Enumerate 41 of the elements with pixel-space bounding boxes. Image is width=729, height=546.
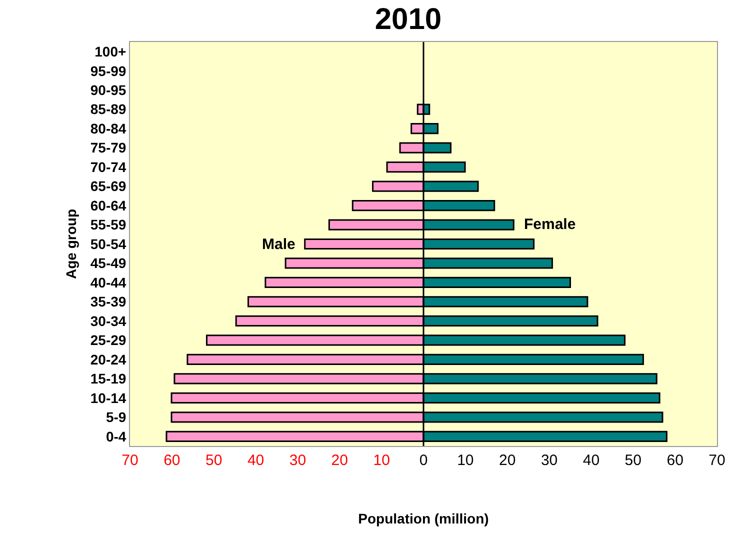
chart-title: 2010: [374, 3, 442, 36]
x-tick-label: 30: [289, 452, 306, 469]
y-tick-label: 5-9: [106, 409, 126, 426]
y-tick-label: 45-49: [90, 255, 126, 272]
x-tick-label: 10: [457, 452, 474, 469]
x-tick-label: 30: [540, 452, 558, 469]
x-tick-label: 0: [419, 452, 428, 469]
y-tick-label: 95-99: [90, 62, 126, 79]
series-label: Male: [262, 236, 296, 253]
y-tick-label: 25-29: [90, 332, 126, 348]
y-tick-label: 60-64: [90, 197, 126, 214]
y-tick-label: 70-74: [90, 158, 126, 175]
y-axis-title: Age group: [62, 209, 79, 279]
y-tick-label: 15-19: [90, 370, 126, 387]
x-tick-label: 60: [164, 452, 180, 469]
y-tick-label: 10-14: [90, 390, 126, 406]
x-tick-label: 10: [373, 452, 390, 469]
x-tick-label: 20: [331, 452, 348, 469]
y-tick-label: 35-39: [90, 294, 126, 310]
x-axis-title: Population (million): [358, 510, 489, 526]
y-tick-label: 50-54: [90, 236, 126, 252]
y-tick-label: 75-79: [90, 140, 126, 156]
x-tick-label: 70: [122, 452, 138, 469]
y-tick-label: 0-4: [106, 428, 126, 444]
y-tick-label: 85-89: [90, 101, 126, 118]
y-tick-label: 40-44: [90, 274, 126, 290]
x-tick-label: 60: [666, 452, 684, 469]
y-tick-label: 80-84: [90, 120, 126, 136]
y-tick-label: 55-59: [90, 216, 126, 233]
y-tick-label: 65-69: [90, 178, 126, 194]
x-tick-label: 40: [247, 452, 264, 469]
y-tick-label: 100+: [94, 44, 126, 60]
series-label: Female: [524, 216, 576, 233]
x-tick-label: 70: [708, 452, 726, 469]
y-tick-label: 30-34: [90, 312, 126, 329]
y-tick-label: 90-95: [90, 82, 126, 98]
x-tick-label: 50: [624, 452, 642, 469]
y-tick-label: 20-24: [90, 351, 126, 368]
x-tick-label: 20: [499, 452, 516, 469]
x-tick-label: 40: [582, 452, 600, 469]
x-tick-label: 50: [206, 452, 222, 469]
